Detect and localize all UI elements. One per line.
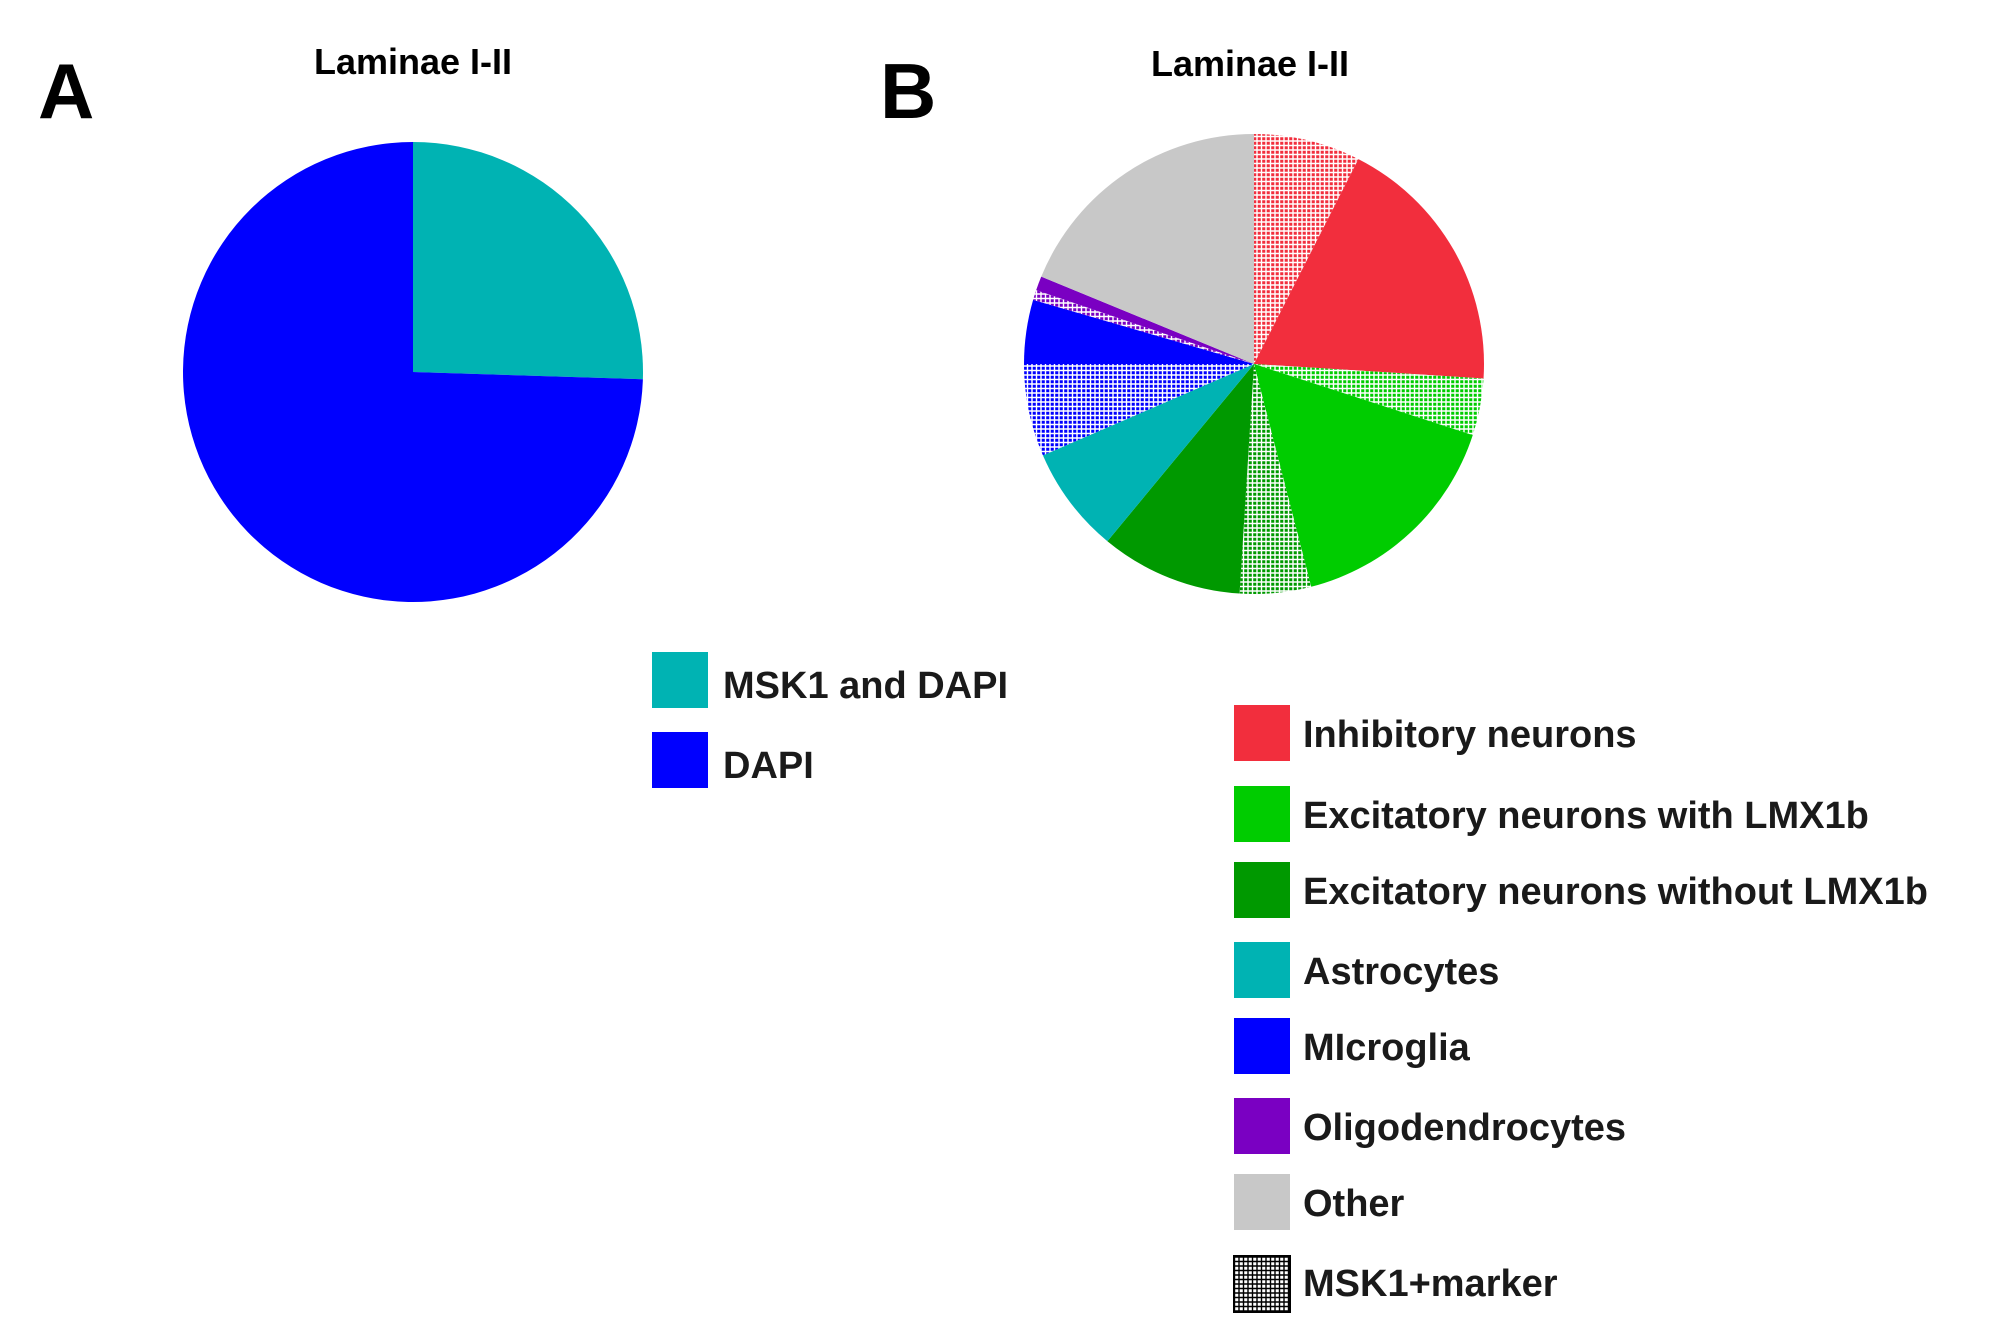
panel-a-title: Laminae I-II (314, 41, 512, 82)
legend-swatch-astrocytes (1234, 942, 1290, 998)
pie-b-slice-other (1041, 134, 1254, 364)
panel-b: B Laminae I-II (880, 43, 1485, 595)
legend-item-inhibitory-neurons: Inhibitory neurons (1234, 705, 1637, 761)
panel-a: A Laminae I-II (38, 41, 644, 602)
legend-item-microglia: MIcroglia (1234, 1018, 1471, 1074)
legend-label-msk1-marker: MSK1+marker (1303, 1263, 1558, 1305)
panel-a-letter: A (38, 47, 94, 135)
pie-b-slice-inhibitory-neurons (1254, 159, 1485, 379)
pie-b-slice-excitatory-neurons-with-lmx1b (1254, 364, 1473, 587)
pie-b-slice-microglia (1024, 299, 1254, 364)
legend-label-other: Other (1303, 1183, 1405, 1225)
pie-b-slice-excitatory-neurons-without-lmx1b-msk1 (1239, 364, 1312, 595)
legend-b: Inhibitory neurons Excitatory neurons wi… (1233, 705, 1928, 1313)
legend-item-other: Other (1234, 1174, 1405, 1230)
panel-b-letter: B (880, 47, 936, 135)
legend-label-oligodendrocytes: Oligodendrocytes (1303, 1107, 1626, 1149)
legend-item-dapi: DAPI (652, 732, 814, 788)
legend-swatch-excitatory-with-lmx1b (1234, 786, 1290, 842)
pie-b-slice-excitatory-neurons-without-lmx1b (1107, 364, 1254, 594)
legend-swatch-dapi (652, 732, 708, 788)
pie-b-slice-oligodendrocytes-msk1 (1033, 290, 1254, 364)
legend-label-msk1-and-dapi: MSK1 and DAPI (723, 665, 1008, 707)
legend-swatch-msk1-marker (1233, 1255, 1291, 1313)
legend-item-oligodendrocytes: Oligodendrocytes (1234, 1098, 1626, 1154)
pie-a-slice-dapi (183, 142, 643, 602)
pie-a-slice-msk1-and-dapi (413, 142, 644, 380)
legend-swatch-oligodendrocytes (1234, 1098, 1290, 1154)
legend-item-msk1-marker: MSK1+marker (1233, 1255, 1558, 1313)
legend-swatch-inhibitory-neurons (1234, 705, 1290, 761)
legend-label-astrocytes: Astrocytes (1303, 951, 1499, 993)
legend-label-excitatory-with-lmx1b: Excitatory neurons with LMX1b (1303, 795, 1869, 837)
legend-item-excitatory-without-lmx1b: Excitatory neurons without LMX1b (1234, 862, 1928, 918)
legend-swatch-microglia (1234, 1018, 1290, 1074)
pie-b-slice-inhibitory-neurons-msk1 (1254, 134, 1359, 364)
legend-label-microglia: MIcroglia (1303, 1027, 1471, 1069)
pie-b-slice-oligodendrocytes (1036, 276, 1254, 364)
legend-label-dapi: DAPI (723, 745, 814, 787)
legend-item-excitatory-with-lmx1b: Excitatory neurons with LMX1b (1234, 786, 1869, 842)
legend-item-msk1-and-dapi: MSK1 and DAPI (652, 652, 1008, 708)
legend-a: MSK1 and DAPI DAPI (652, 652, 1008, 788)
pie-b-slice-excitatory-neurons-with-lmx1b-msk1 (1254, 364, 1484, 436)
legend-swatch-other (1234, 1174, 1290, 1230)
pie-b-slice-microglia-msk1 (1024, 364, 1254, 456)
legend-item-astrocytes: Astrocytes (1234, 942, 1499, 998)
legend-label-excitatory-without-lmx1b: Excitatory neurons without LMX1b (1303, 871, 1928, 913)
pie-b-slice-astrocytes (1042, 364, 1254, 542)
pie-chart-b (1024, 134, 1485, 595)
legend-swatch-msk1-and-dapi (652, 652, 708, 708)
legend-label-inhibitory-neurons: Inhibitory neurons (1303, 714, 1637, 756)
pie-chart-a (183, 142, 644, 602)
panel-b-title: Laminae I-II (1151, 43, 1349, 84)
legend-swatch-excitatory-without-lmx1b (1234, 862, 1290, 918)
